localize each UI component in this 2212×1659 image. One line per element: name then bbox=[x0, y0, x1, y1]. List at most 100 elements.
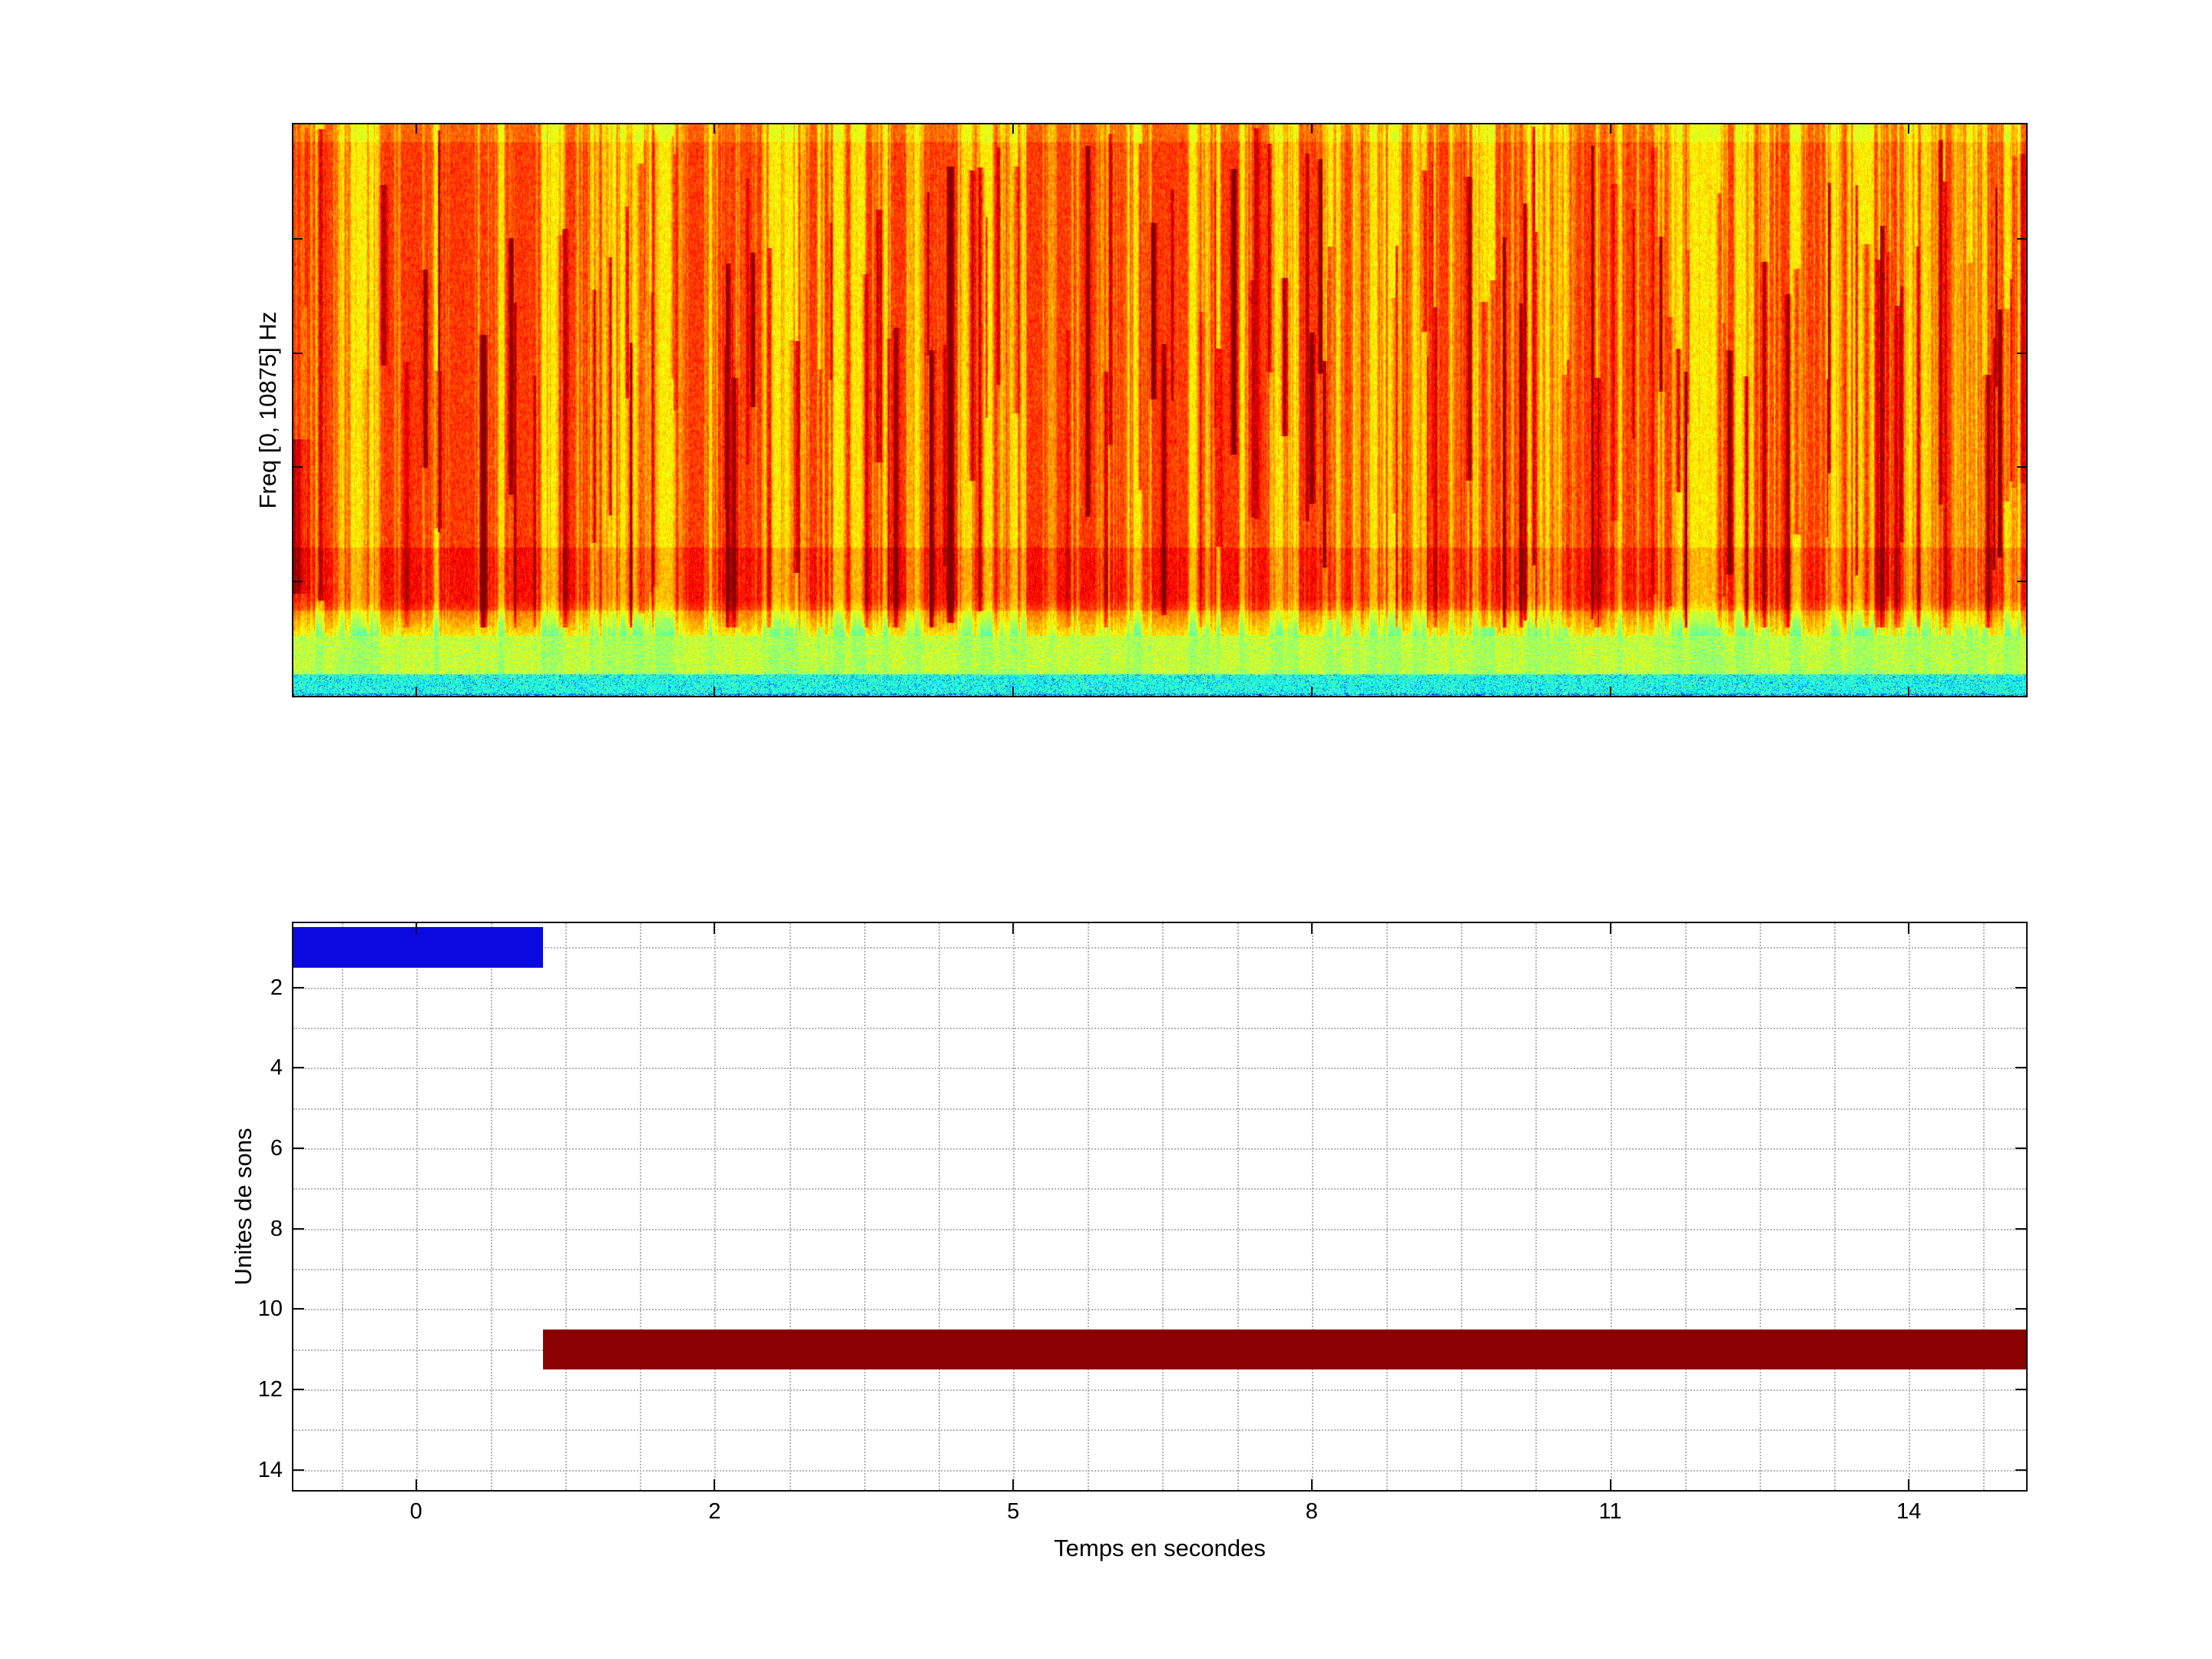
y-tick-label: 4 bbox=[229, 1055, 283, 1081]
grid-line-vertical bbox=[1237, 923, 1239, 1490]
grid-line-vertical bbox=[864, 923, 866, 1490]
y-tick-label: 14 bbox=[229, 1458, 283, 1483]
grid-line-vertical bbox=[1685, 923, 1687, 1490]
spec-x-axis-tick-top bbox=[416, 124, 417, 134]
x-axis-tick bbox=[1908, 1479, 1909, 1490]
x-tick-label: 14 bbox=[1874, 1499, 1943, 1525]
spectrogram-axes bbox=[292, 123, 2028, 697]
grid-line-horizontal bbox=[293, 1068, 2026, 1069]
y-axis-tick bbox=[293, 1067, 304, 1068]
x-axis-tick bbox=[1311, 1479, 1313, 1490]
x-tick-label: 2 bbox=[680, 1499, 749, 1525]
x-axis-tick bbox=[1610, 1479, 1611, 1490]
spectrogram-canvas bbox=[293, 124, 2026, 696]
grid-line-vertical bbox=[1909, 923, 1910, 1490]
grid-line-horizontal bbox=[293, 1108, 2026, 1110]
activity-bar-unit-11 bbox=[543, 1330, 2026, 1369]
y-axis-tick bbox=[293, 1469, 304, 1471]
x-axis-tick bbox=[416, 1479, 417, 1490]
grid-line-vertical bbox=[714, 923, 716, 1490]
grid-line-vertical bbox=[790, 923, 791, 1490]
grid-line-vertical bbox=[1386, 923, 1388, 1490]
grid-line-vertical bbox=[1461, 923, 1462, 1490]
y-axis-tick-right bbox=[2015, 1308, 2026, 1310]
y-axis-tick bbox=[293, 1389, 304, 1390]
y-axis-tick-right bbox=[2015, 1147, 2026, 1149]
spec-x-axis-tick bbox=[1012, 687, 1014, 696]
x-tick-label: 8 bbox=[1277, 1499, 1346, 1525]
spec-x-axis-tick-top bbox=[1012, 124, 1014, 134]
grid-line-horizontal bbox=[293, 1429, 2026, 1431]
x-axis-tick-top bbox=[416, 923, 417, 934]
grid-line-horizontal bbox=[293, 1028, 2026, 1029]
grid-line-vertical bbox=[342, 923, 343, 1490]
grid-line-vertical bbox=[640, 923, 641, 1490]
spec-x-axis-tick bbox=[1311, 687, 1313, 696]
spec-y-axis-tick bbox=[293, 238, 303, 240]
y-axis-tick-right bbox=[2015, 1389, 2026, 1390]
spec-x-axis-tick bbox=[1908, 687, 1909, 696]
spec-x-axis-tick bbox=[1610, 687, 1611, 696]
spec-x-axis-tick-top bbox=[1610, 124, 1611, 134]
grid-line-horizontal bbox=[293, 1470, 2026, 1472]
spec-y-axis-tick bbox=[293, 581, 303, 582]
grid-line-vertical bbox=[1312, 923, 1313, 1490]
grid-line-horizontal bbox=[293, 1148, 2026, 1150]
spec-x-axis-tick-top bbox=[1311, 124, 1313, 134]
spec-y-axis-tick bbox=[293, 466, 303, 468]
grid-line-vertical bbox=[1834, 923, 1836, 1490]
y-tick-label: 2 bbox=[229, 975, 283, 1001]
spec-y-axis-tick bbox=[293, 353, 303, 354]
y-tick-label: 12 bbox=[229, 1377, 283, 1402]
timeline-axes: 0 2 5 8 11 14 2 4 6 8 10 12 14 bbox=[292, 922, 2028, 1492]
grid-line-horizontal bbox=[293, 1188, 2026, 1190]
grid-line-vertical bbox=[1013, 923, 1015, 1490]
x-axis-tick-top bbox=[714, 923, 715, 934]
grid-line-vertical bbox=[1983, 923, 1985, 1490]
grid-line-vertical bbox=[939, 923, 940, 1490]
grid-line-horizontal bbox=[293, 1309, 2026, 1310]
grid-line-vertical bbox=[1088, 923, 1089, 1490]
x-tick-label: 11 bbox=[1576, 1499, 1645, 1525]
spec-y-axis-tick-right bbox=[2017, 466, 2026, 468]
spec-x-axis-tick-top bbox=[714, 124, 715, 134]
spec-x-axis-tick bbox=[416, 687, 417, 696]
spec-y-axis-tick-right bbox=[2017, 353, 2026, 354]
spec-x-axis-tick bbox=[714, 687, 715, 696]
grid-line-vertical bbox=[491, 923, 492, 1490]
activity-bar-unit-1 bbox=[293, 927, 543, 967]
x-tick-label: 0 bbox=[382, 1499, 451, 1525]
y-axis-tick bbox=[293, 1308, 304, 1310]
y-tick-label: 6 bbox=[229, 1136, 283, 1161]
y-axis-tick-right bbox=[2015, 1067, 2026, 1068]
y-axis-tick bbox=[293, 1147, 304, 1149]
spectrogram-ylabel: Freq [0, 10875] Hz bbox=[254, 312, 282, 509]
y-axis-tick-right bbox=[2015, 987, 2026, 988]
timeline-xlabel: Temps en secondes bbox=[853, 1535, 1467, 1562]
grid-line-vertical bbox=[1611, 923, 1612, 1490]
grid-line-horizontal bbox=[293, 1389, 2026, 1391]
x-axis-tick-top bbox=[1012, 923, 1014, 934]
y-axis-tick bbox=[293, 1228, 304, 1230]
grid-line-vertical bbox=[565, 923, 567, 1490]
grid-line-vertical bbox=[1760, 923, 1761, 1490]
x-axis-tick bbox=[714, 1479, 715, 1490]
grid-line-horizontal bbox=[293, 1229, 2026, 1230]
y-tick-label: 8 bbox=[229, 1217, 283, 1242]
grid-line-vertical bbox=[1162, 923, 1164, 1490]
y-axis-tick-right bbox=[2015, 1469, 2026, 1471]
y-axis-tick-right bbox=[2015, 1228, 2026, 1230]
grid-line-horizontal bbox=[293, 988, 2026, 989]
figure-canvas: { "figure": { "background_color": "#ffff… bbox=[0, 0, 2212, 1659]
grid-line-vertical bbox=[1535, 923, 1537, 1490]
x-axis-tick-top bbox=[1908, 923, 1909, 934]
spec-x-axis-tick-top bbox=[1908, 124, 1909, 134]
spec-y-axis-tick-right bbox=[2017, 238, 2026, 240]
grid-line-horizontal bbox=[293, 1269, 2026, 1270]
x-axis-tick bbox=[1012, 1479, 1014, 1490]
grid-line-horizontal bbox=[293, 947, 2026, 949]
grid-line-vertical bbox=[416, 923, 418, 1490]
spec-y-axis-tick-right bbox=[2017, 581, 2026, 582]
x-axis-tick-top bbox=[1311, 923, 1313, 934]
y-tick-label: 10 bbox=[229, 1296, 283, 1322]
